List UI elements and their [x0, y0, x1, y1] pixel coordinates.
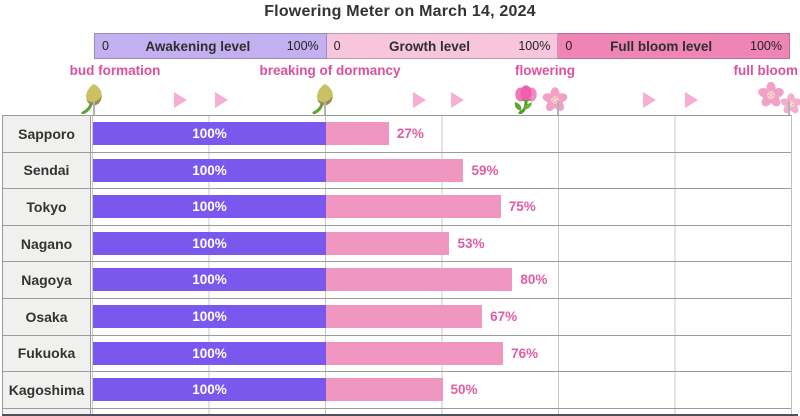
legend-min: 0: [102, 39, 109, 53]
legend-section: 0 Growth level 100%: [326, 33, 559, 59]
stage-label-bud-formation: bud formation: [69, 63, 161, 78]
table-row: Sapporo 100% 27%: [3, 116, 791, 153]
city-label: Nagoya: [3, 262, 91, 298]
growth-value-label: 75%: [508, 199, 536, 215]
city-label: Sendai: [3, 152, 91, 189]
growth-value-label: 76%: [511, 345, 539, 361]
growth-value-label: 59%: [471, 162, 499, 178]
awakening-bar: 100%: [93, 122, 326, 145]
awakening-bar: 100%: [93, 304, 326, 328]
chart-cell-empty: [92, 408, 791, 416]
chart-cell: 100% 67%: [92, 298, 791, 335]
city-cell-empty: [3, 408, 91, 416]
table-row: Osaka 100% 67%: [3, 298, 791, 336]
city-label: Sapporo: [3, 116, 91, 152]
growth-bar: [326, 158, 464, 182]
legend-max: 100%: [750, 39, 783, 53]
legend-bar: 0 Awakening level 100% 0 Growth level 100% 0 Fu…: [94, 33, 791, 59]
blossom-icon: [542, 87, 568, 113]
growth-value-label: 67%: [490, 308, 518, 324]
blossom-cluster-icon: [754, 81, 800, 115]
arrow-icon: [451, 92, 464, 108]
arrow-icon: [215, 92, 228, 108]
stage-label-breaking-of-dormancy: breaking of dormancy: [259, 63, 401, 78]
growth-bar: [326, 268, 513, 292]
legend-label: Growth level: [388, 38, 470, 54]
growth-bar: [326, 378, 443, 402]
page-title: Flowering Meter on March 14, 2024: [264, 3, 536, 20]
stage-tick: [788, 101, 790, 115]
legend-min: 0: [333, 39, 341, 53]
chart-cell: 100% 27%: [92, 116, 791, 152]
arrow-icon: [643, 92, 656, 108]
city-label: Nagano: [3, 225, 91, 262]
bottom-edge-line: [2, 414, 798, 416]
chart-cell: 100% 50%: [92, 372, 791, 408]
chart-cell: 100% 76%: [92, 335, 791, 372]
legend-section: 0 Full bloom level 100%: [558, 33, 791, 59]
awakening-bar: 100%: [93, 378, 326, 402]
stage-label-full-bloom: full bloom: [733, 63, 799, 78]
table-row: Sendai 100% 59%: [3, 152, 791, 190]
chart-cell: 100% 59%: [92, 152, 791, 189]
chart-cell: 100% 75%: [92, 189, 791, 225]
growth-bar: [326, 231, 450, 255]
growth-value-label: 80%: [520, 272, 548, 288]
awakening-bar: 100%: [93, 341, 326, 365]
awakening-bar: 100%: [93, 268, 326, 292]
table-row: Kagoshima 100% 50%: [3, 372, 791, 409]
arrow-icon: [685, 92, 698, 108]
growth-bar: [326, 195, 501, 219]
growth-bar: [326, 304, 483, 328]
legend-label: Awakening level: [145, 38, 251, 54]
arrow-icon: [413, 92, 426, 108]
chart-cell: 100% 80%: [92, 262, 791, 298]
legend-max: 100%: [286, 39, 319, 53]
table-row: Nagano 100% 53%: [3, 225, 791, 263]
stage-tick: [324, 101, 326, 115]
arrow-icon: [174, 92, 187, 108]
stage-tick: [557, 101, 559, 115]
awakening-bar: 100%: [93, 231, 326, 255]
table-row: Fukuoka 100% 76%: [3, 335, 791, 373]
growth-value-label: 27%: [396, 126, 424, 141]
city-label: Kagoshima: [3, 372, 91, 408]
flowering-meter-table: Sapporo 100% 27% Sendai 100% 59% Tokyo 100% 75% N…: [2, 115, 792, 416]
bud-icon: [311, 83, 337, 115]
legend-min: 0: [565, 39, 573, 53]
awakening-bar: 100%: [93, 158, 326, 182]
growth-value-label: 50%: [450, 382, 478, 398]
tulip-icon: [512, 85, 540, 115]
city-label: Fukuoka: [3, 335, 91, 372]
chart-cell: 100% 53%: [92, 225, 791, 262]
table-row: Tokyo 100% 75%: [3, 189, 791, 226]
table-row-partial: [3, 408, 791, 416]
city-label: Tokyo: [3, 189, 91, 225]
stage-label-flowering: flowering: [515, 63, 575, 78]
growth-bar: [326, 122, 389, 145]
bud-icon: [80, 83, 106, 115]
legend-section: 0 Awakening level 100%: [94, 33, 327, 59]
table-row: Nagoya 100% 80%: [3, 262, 791, 299]
city-label: Osaka: [3, 298, 91, 335]
growth-bar: [326, 341, 504, 365]
stage-tick: [93, 101, 95, 115]
legend-label: Full bloom level: [610, 38, 713, 54]
legend-max: 100%: [518, 39, 551, 53]
awakening-bar: 100%: [93, 195, 326, 219]
growth-value-label: 53%: [457, 235, 485, 251]
